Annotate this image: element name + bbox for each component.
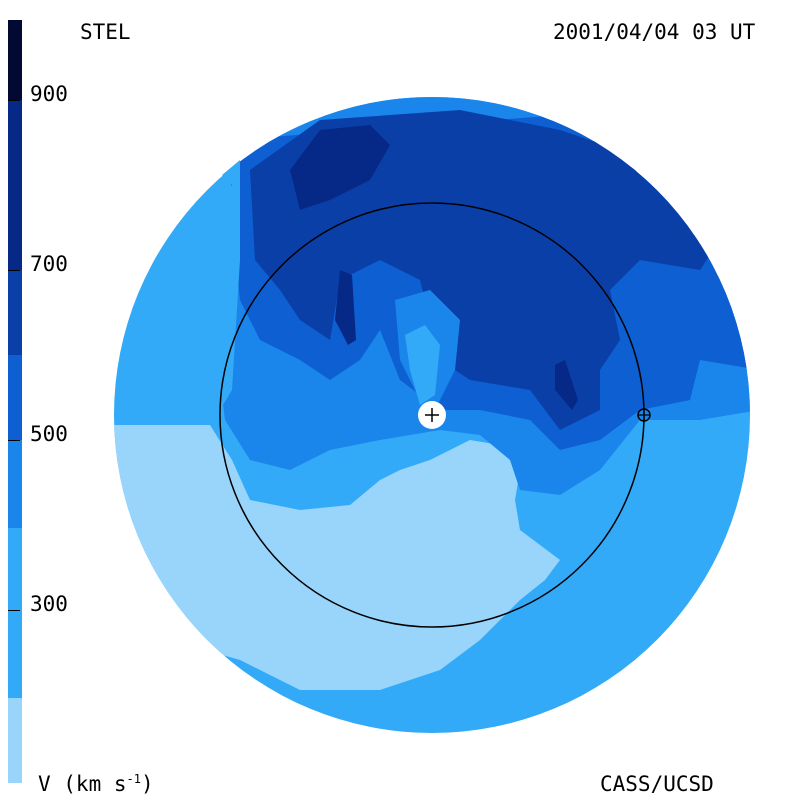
colorbar-segment-900-top — [8, 20, 22, 100]
disc-slit-line — [115, 413, 215, 416]
colorbar-label-700: 700 — [30, 252, 68, 276]
velocity-region-200-300 — [114, 425, 560, 690]
colorbar-label-500: 500 — [30, 422, 68, 446]
colorbar-segment-700-800 — [8, 180, 22, 270]
velocity-region-700-800-north — [290, 125, 390, 210]
colorbar-tick-500 — [8, 440, 20, 441]
date-time-title: 2001/04/04 03 UT — [553, 20, 756, 44]
velocity-region-600-700 — [250, 110, 720, 430]
colorbar-tick-900 — [8, 100, 20, 101]
velocity-region-700-800-center — [335, 270, 356, 345]
velocity-region-inner-lobe-core — [405, 325, 440, 405]
colorbar-label-900: 900 — [30, 82, 68, 106]
colorbar-tick-700 — [8, 270, 20, 271]
colorbar-label-300: 300 — [30, 592, 68, 616]
colorbar-segment-600-700b — [8, 270, 22, 355]
velocity-unit-label: V (km s-1) — [38, 772, 154, 796]
colorbar-segment-500-600b — [8, 355, 22, 440]
instrument-title: STEL — [80, 20, 131, 44]
colorbar-segment-300-400b — [8, 528, 22, 698]
colorbar-segment-400-500b — [8, 440, 22, 528]
velocity-region-700-800-east — [555, 360, 578, 410]
colorbar-segment-200-300b — [8, 698, 22, 783]
colorbar-tick-300 — [8, 610, 20, 611]
credit-label: CASS/UCSD — [600, 772, 714, 796]
